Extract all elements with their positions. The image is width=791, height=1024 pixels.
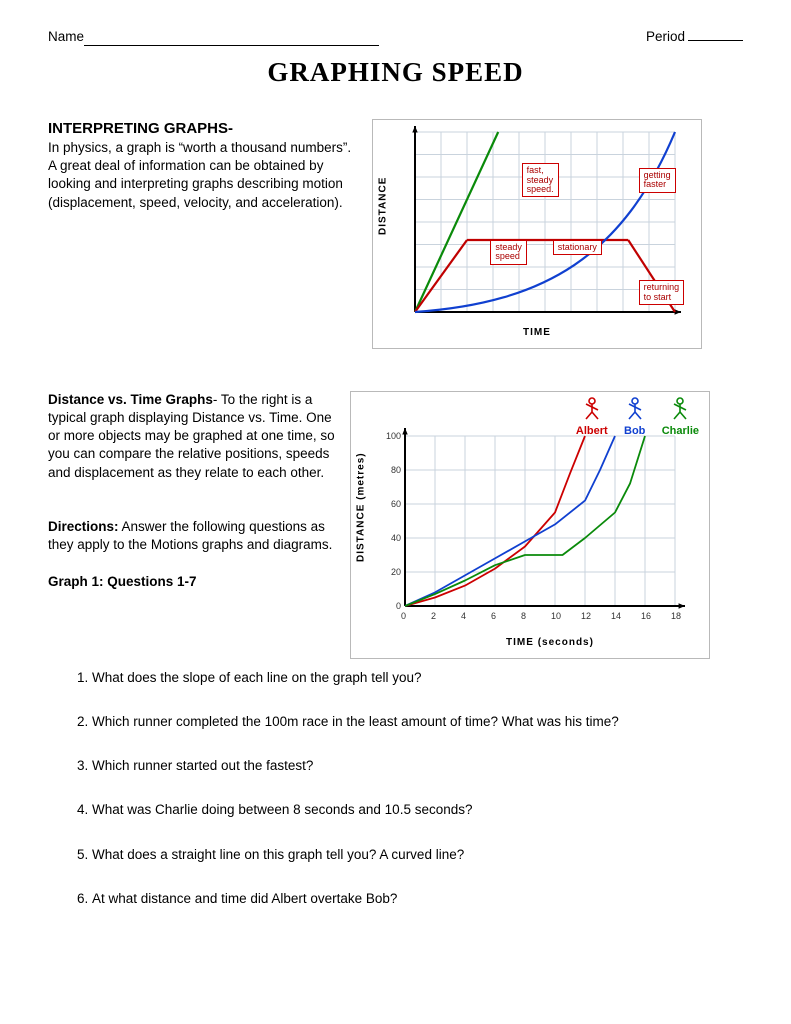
question-3: Which runner started out the fastest? (92, 757, 743, 775)
x-tick: 2 (431, 610, 436, 622)
graph1-questions-label: Graph 1: Questions 1-7 (48, 573, 336, 591)
x-tick: 0 (401, 610, 406, 622)
dvt-heading: Distance vs. Time Graphs (48, 392, 213, 407)
interpreting-body: In physics, a graph is “worth a thousand… (48, 139, 358, 212)
y-tick: 20 (391, 566, 401, 578)
y-tick: 100 (386, 430, 401, 442)
x-tick: 14 (611, 610, 621, 622)
legend-bob: Bob (622, 396, 648, 439)
distance-time-concept-graph: DISTANCE TIME fast,steadyspeed.gettingfa… (372, 119, 702, 349)
y-tick: 60 (391, 498, 401, 510)
y-tick: 80 (391, 464, 401, 476)
x-tick: 4 (461, 610, 466, 622)
question-4: What was Charlie doing between 8 seconds… (92, 801, 743, 819)
y-tick: 0 (396, 600, 401, 612)
callout-steady: steadyspeed (490, 240, 527, 265)
x-tick: 8 (521, 610, 526, 622)
directions-paragraph: Directions: Answer the following questio… (48, 518, 336, 554)
question-6: At what distance and time did Albert ove… (92, 890, 743, 908)
directions-label: Directions: (48, 519, 119, 534)
callout-fast_steady: fast,steadyspeed. (522, 163, 559, 197)
runner-legend: Albert Bob Charlie (351, 392, 709, 439)
callout-returning: returningto start (639, 280, 685, 305)
section-distance-time: Distance vs. Time Graphs- To the right i… (48, 391, 743, 659)
name-blank-line[interactable] (84, 45, 379, 46)
name-label: Name (48, 28, 84, 46)
period-blank-line[interactable] (688, 40, 743, 41)
period-field: Period (646, 28, 743, 46)
x-tick: 16 (641, 610, 651, 622)
callout-stationary: stationary (553, 240, 602, 255)
y-tick: 40 (391, 532, 401, 544)
interpreting-heading: INTERPRETING GRAPHS- (48, 119, 358, 139)
callout-getting_faster: gettingfaster (639, 168, 676, 193)
legend-charlie: Charlie (662, 396, 699, 439)
name-field: Name (48, 28, 379, 46)
question-5: What does a straight line on this graph … (92, 846, 743, 864)
graph2-y-axis-label: DISTANCE (metres) (354, 452, 368, 562)
graph2-x-axis-label: TIME (seconds) (391, 632, 709, 656)
question-2: Which runner completed the 100m race in … (92, 713, 743, 731)
dvt-paragraph: Distance vs. Time Graphs- To the right i… (48, 391, 336, 482)
page-title: Graphing Speed (48, 54, 743, 90)
runners-graph: Albert Bob Charlie DISTANCE (metres) TIM… (350, 391, 710, 659)
period-label: Period (646, 29, 685, 44)
x-tick: 12 (581, 610, 591, 622)
x-tick: 10 (551, 610, 561, 622)
questions-list: What does the slope of each line on the … (48, 669, 743, 908)
x-tick: 6 (491, 610, 496, 622)
section-interpreting: INTERPRETING GRAPHS- In physics, a graph… (48, 119, 743, 349)
question-1: What does the slope of each line on the … (92, 669, 743, 687)
legend-albert: Albert (576, 396, 608, 439)
page-header: Name Period (48, 28, 743, 46)
x-tick: 18 (671, 610, 681, 622)
